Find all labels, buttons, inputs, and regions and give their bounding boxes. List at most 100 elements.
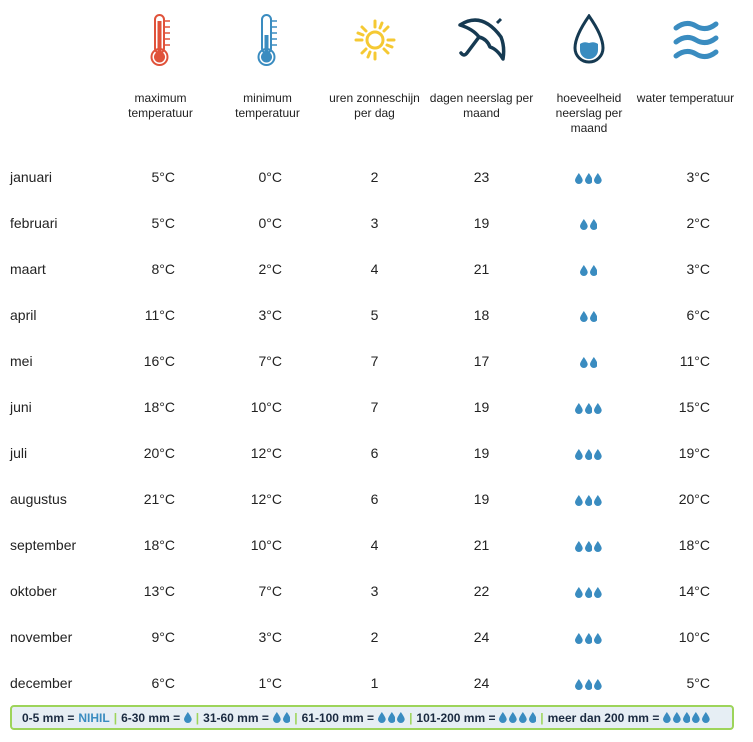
separator: | [540, 710, 544, 725]
drop-icon [594, 586, 603, 598]
sun-hours: 4 [370, 537, 379, 553]
drop-icon [584, 494, 593, 506]
table-row: september 18°C 10°C 4 21 18°C [0, 522, 749, 568]
drop-icon [509, 712, 517, 723]
min-temp: 10°C [250, 399, 282, 415]
drop-icon [499, 712, 508, 723]
sun-hours: 2 [370, 169, 379, 185]
legend-nihil: NIHIL [78, 710, 110, 725]
header-water-temp: water temperatuur [636, 91, 735, 105]
sun-hours: 7 [370, 353, 379, 369]
drop-icon [663, 712, 672, 723]
drop-icon [589, 310, 598, 322]
sun-hours: 5 [370, 307, 379, 323]
header-sun-hours: uren zonneschijn per dag [329, 91, 420, 120]
drop-icon [594, 494, 603, 506]
drop-icons [663, 712, 710, 723]
min-temp: 3°C [258, 629, 283, 645]
table-row: juli 20°C 12°C 6 19 19°C [0, 430, 749, 476]
month: november [10, 629, 73, 645]
water-temp: 3°C [686, 261, 711, 277]
drop-icon [574, 402, 583, 414]
rain-days: 19 [473, 399, 490, 415]
drop-icons [574, 494, 603, 506]
drop-icons [574, 586, 603, 598]
min-temp: 3°C [258, 307, 283, 323]
max-temp: 20°C [143, 445, 175, 461]
water-temp: 11°C [679, 353, 710, 369]
waves-icon [642, 12, 749, 68]
legend-range: 101-200 mm = [416, 710, 496, 725]
month: februari [10, 215, 58, 231]
table-row: april 11°C 3°C 5 18 6°C [0, 292, 749, 338]
min-temp: 12°C [250, 491, 282, 507]
climate-table: januari 5°C 0°C 2 23 3°C februari 5°C 0°… [0, 154, 749, 706]
sun-icon [321, 12, 428, 68]
legend-range: 61-100 mm = [301, 710, 374, 725]
legend-range: 31-60 mm = [203, 710, 269, 725]
separator: | [409, 710, 413, 725]
month: oktober [10, 583, 57, 599]
sun-hours: 6 [370, 445, 379, 461]
max-temp: 11°C [144, 307, 175, 323]
month: juli [10, 445, 28, 461]
separator: | [294, 710, 298, 725]
table-row: augustus 21°C 12°C 6 19 20°C [0, 476, 749, 522]
rain-amount [535, 353, 642, 369]
month: april [10, 307, 37, 323]
rain-days: 17 [473, 353, 490, 369]
sun-hours: 7 [370, 399, 379, 415]
table-row: december 6°C 1°C 1 24 5°C [0, 660, 749, 706]
month: augustus [10, 491, 67, 507]
drop-icon [594, 678, 603, 690]
drop-icon [574, 586, 583, 598]
legend-range: 6-30 mm = [121, 710, 181, 725]
rain-amount [535, 629, 642, 645]
drop-icons [579, 356, 598, 368]
max-temp: 5°C [151, 215, 176, 231]
drop-icons [378, 712, 406, 723]
drop-icon [692, 712, 701, 723]
column-icons [107, 12, 749, 68]
table-row: februari 5°C 0°C 3 19 2°C [0, 200, 749, 246]
rain-days: 23 [473, 169, 490, 185]
month: maart [10, 261, 46, 277]
drop-icon [184, 712, 192, 723]
drop-icon [518, 712, 527, 723]
water-temp: 18°C [678, 537, 710, 553]
precipitation-legend: 0-5 mm = NIHIL | 6-30 mm = | 31-60 mm = | 61-10… [10, 705, 734, 730]
drop-icons [574, 540, 603, 552]
rain-days: 21 [473, 537, 490, 553]
drop-icon [584, 448, 593, 460]
rain-days: 22 [473, 583, 490, 599]
drop-icons [579, 218, 598, 230]
header-rain-amount: hoeveelheid neerslag per maand [555, 91, 623, 135]
water-temp: 6°C [686, 307, 711, 323]
max-temp: 5°C [151, 169, 176, 185]
drop-icon [528, 712, 537, 723]
thermometer-hot-icon [107, 12, 214, 68]
drop-icon [673, 712, 681, 723]
drop-icon [589, 218, 598, 230]
rain-days: 19 [473, 215, 490, 231]
sun-hours: 2 [370, 629, 379, 645]
sun-hours: 3 [370, 583, 379, 599]
sun-hours: 6 [370, 491, 379, 507]
water-temp: 10°C [678, 629, 710, 645]
sun-hours: 3 [370, 215, 379, 231]
min-temp: 2°C [258, 261, 283, 277]
rain-days: 18 [473, 307, 490, 323]
min-temp: 7°C [258, 353, 283, 369]
drop-icons [574, 448, 603, 460]
water-temp: 20°C [678, 491, 710, 507]
rain-amount [535, 445, 642, 461]
rain-amount [535, 215, 642, 231]
header-min-temp: minimum temperatuur [235, 91, 300, 120]
max-temp: 18°C [143, 537, 175, 553]
water-temp: 2°C [686, 215, 711, 231]
drop-icon [387, 712, 396, 723]
table-row: mei 16°C 7°C 7 17 11°C [0, 338, 749, 384]
drop-icon [579, 310, 588, 322]
thermometer-cold-icon [214, 12, 321, 68]
water-temp: 14°C [678, 583, 710, 599]
